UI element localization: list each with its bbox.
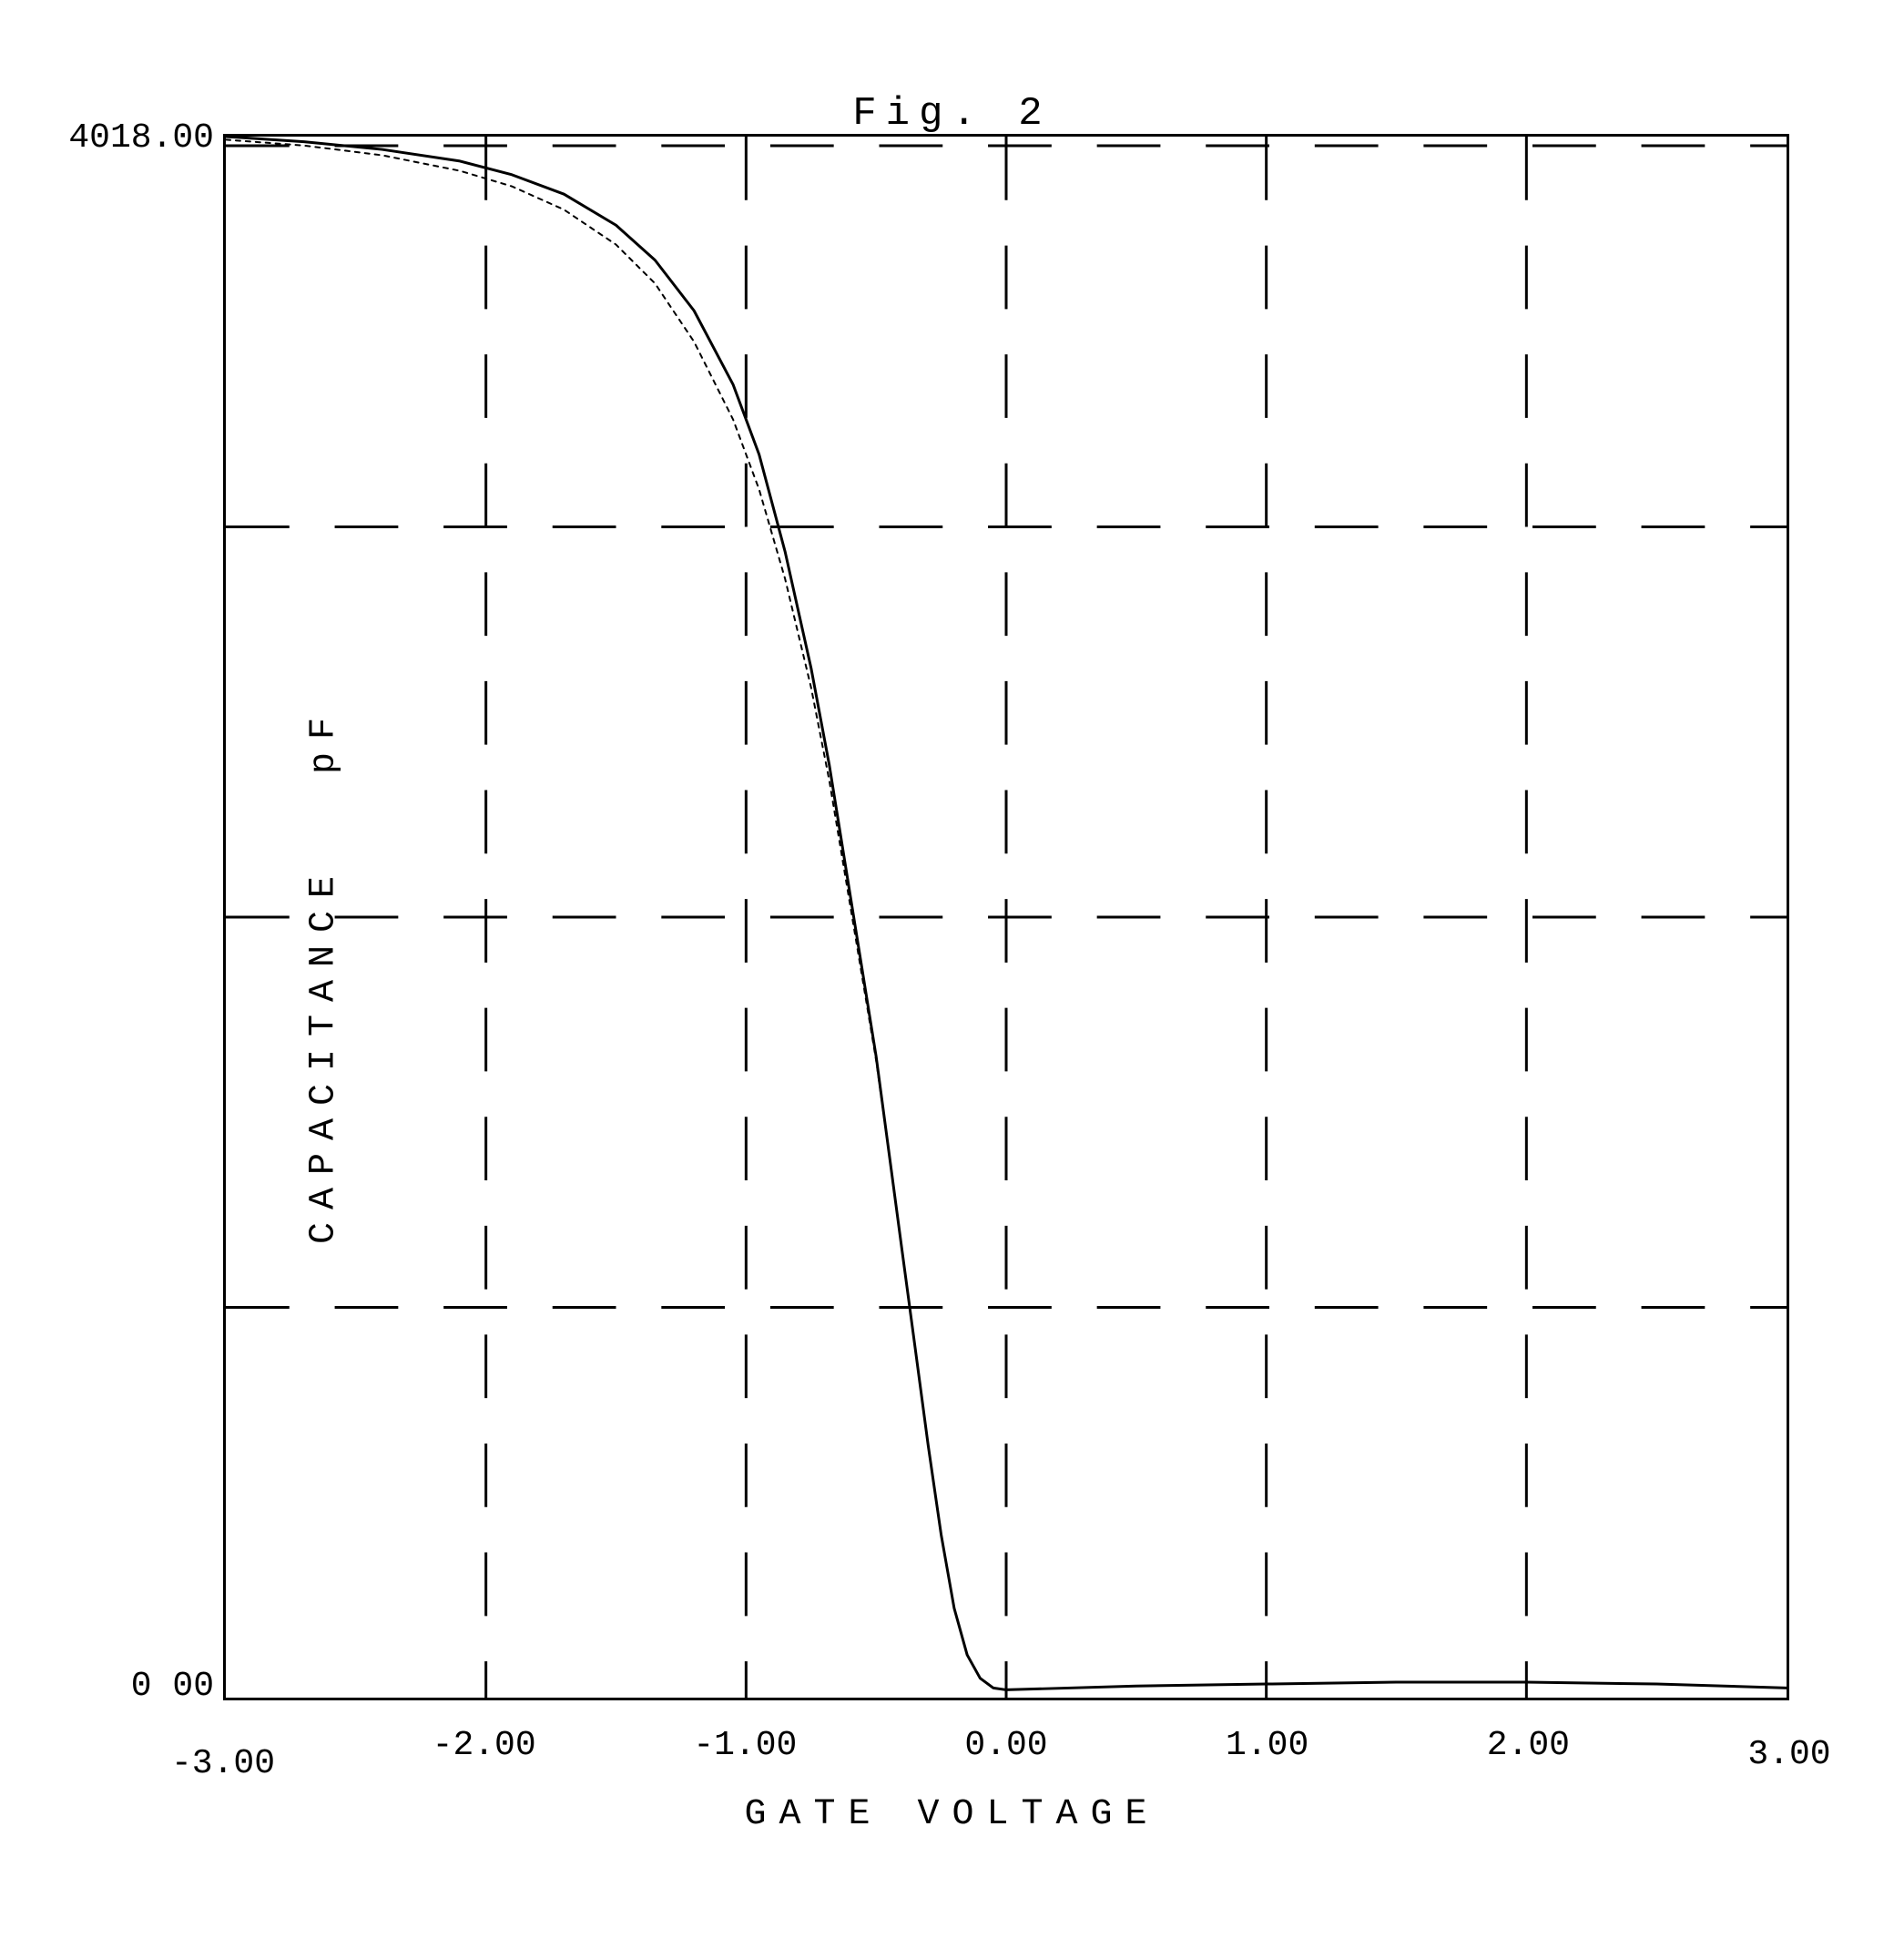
- x-tick-label: -3.00: [171, 1744, 275, 1783]
- x-tick-label: 3.00: [1747, 1735, 1830, 1774]
- plot-svg: [226, 137, 1787, 1698]
- y-tick-max: 4018.00: [14, 118, 214, 158]
- x-tick-label: -2.00: [433, 1726, 536, 1765]
- plot-area: [223, 134, 1789, 1700]
- x-tick-label: -1.00: [693, 1726, 797, 1765]
- y-tick-min: 0 00: [14, 1667, 214, 1706]
- x-ticks-container: -3.00-2.00-1.000.001.002.003.00: [223, 1726, 1789, 1771]
- figure-title: Fig. 2: [852, 91, 1051, 137]
- page: Fig. 2 CAPACITANCE pF 4018.00 0 00 -3.00…: [0, 0, 1904, 1949]
- x-tick-label: 1.00: [1226, 1726, 1308, 1765]
- x-axis-label: GATE VOLTAGE: [744, 1794, 1159, 1835]
- x-tick-label: 0.00: [964, 1726, 1047, 1765]
- x-tick-label: 2.00: [1487, 1726, 1570, 1765]
